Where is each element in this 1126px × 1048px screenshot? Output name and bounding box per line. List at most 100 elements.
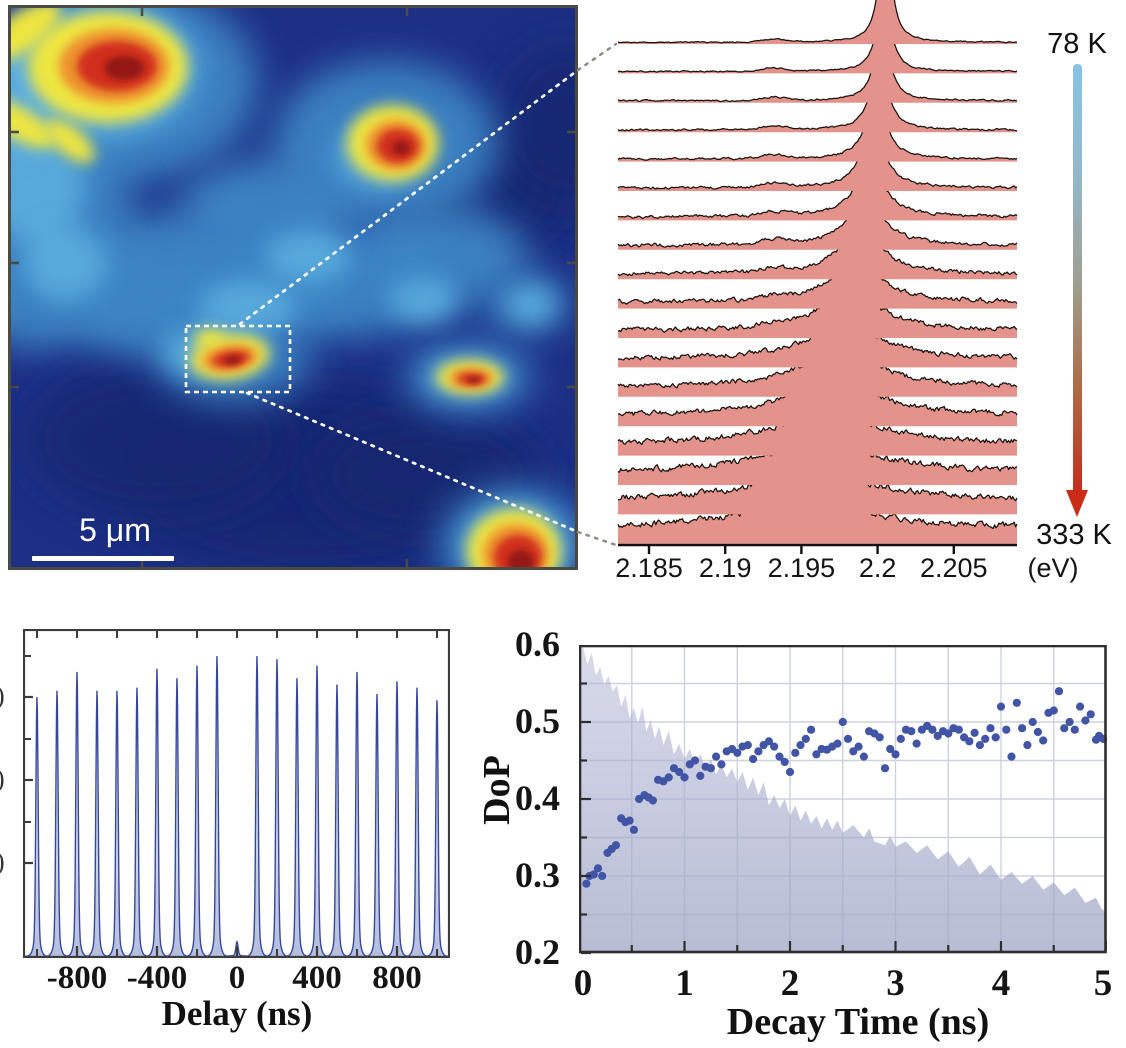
dop-data-point — [1018, 724, 1027, 733]
dop-data-point — [593, 864, 603, 873]
pulse-peak-fill — [87, 690, 107, 956]
scale-bar-label: 5 μm — [79, 512, 151, 548]
pulse-peak-line — [27, 697, 47, 957]
dop-data-point — [1023, 741, 1032, 750]
temperature-gradient-arrow — [1066, 64, 1088, 520]
map-intensity-blob-layer6 — [104, 56, 144, 80]
dop-y-tick-label: 0.3 — [515, 855, 560, 895]
dop-x-axis-title: Decay Time (ns) — [726, 1001, 990, 1043]
dop-y-tick-label: 0.2 — [515, 932, 560, 972]
dop-x-tick-label: 3 — [886, 963, 905, 1004]
dop-data-point — [833, 739, 842, 748]
spectra-x-tick-label: 2.19 — [698, 553, 752, 583]
pulse-x-tick-label: -800 — [46, 960, 108, 996]
temperature-end-label: 333 K — [1036, 519, 1112, 551]
dop-data-point — [796, 741, 805, 750]
pulse-peak-line — [87, 690, 107, 957]
map-intensity-blob-layer3 — [8, 5, 62, 63]
dop-data-point — [891, 750, 900, 759]
spectrum-fill-333K — [618, 500, 1017, 544]
dop-data-point — [944, 729, 953, 738]
dop-data-point — [648, 796, 658, 805]
pulse-peak-line — [167, 678, 187, 957]
dop-data-point — [680, 773, 689, 782]
dop-data-point — [912, 739, 921, 748]
dop-data-point — [812, 750, 821, 759]
spectrum-line-123K — [617, 53, 1018, 132]
dop-data-point — [1049, 706, 1058, 715]
pulse-peak-line — [247, 656, 267, 957]
pulse-peak-fill — [27, 697, 47, 956]
dop-data-point — [706, 764, 716, 773]
dop-x-tick-label: 4 — [991, 963, 1011, 1004]
dop-x-tick-label: 5 — [1093, 963, 1113, 1004]
pulse-peak-fill — [267, 659, 287, 956]
pulse-x-tick-label: -400 — [126, 960, 188, 996]
spectra-x-tick-label: 2.185 — [615, 553, 683, 583]
spectrum-fill-318K — [618, 471, 1017, 515]
pulse-peak-fill — [47, 690, 67, 956]
pulse-peak-line — [67, 671, 87, 957]
decay-envelope-area — [579, 645, 1107, 953]
pulse-peak-line — [287, 678, 307, 957]
dop-data-point — [712, 752, 721, 761]
spectrum-fill-303K — [618, 442, 1017, 485]
spectrum-fill-213K — [618, 260, 1017, 309]
dop-data-point — [933, 731, 942, 741]
map-intensity-blob-layer2 — [266, 231, 350, 283]
pulse-x-axis-title: Delay (ns) — [161, 994, 313, 1033]
pulse-peak-fill — [167, 678, 187, 956]
spectrum-line-78K — [617, 0, 1018, 44]
dop-data-point — [965, 737, 974, 746]
dop-scatter-panel — [579, 645, 1107, 955]
dop-data-point — [754, 747, 763, 756]
spectrum-fill-78K — [618, 0, 1017, 44]
dop-data-point — [629, 825, 639, 834]
dop-data-point — [849, 747, 858, 756]
spectrum-fill-123K — [618, 54, 1017, 133]
pulse-peak-line — [427, 700, 447, 957]
pulse-peak-fill — [407, 687, 427, 956]
spectrum-line-153K — [617, 121, 1018, 190]
dop-data-point — [690, 756, 700, 765]
zoom-connector-line-top — [576, 42, 618, 72]
pulse-peak-fill — [427, 700, 447, 956]
dop-data-point — [1002, 725, 1011, 734]
pulse-x-tick-label: 800 — [372, 960, 422, 996]
dop-data-point — [880, 764, 890, 773]
dop-data-point — [1028, 717, 1037, 727]
pulse-peak-line — [347, 671, 367, 957]
spectrum-line-228K — [617, 290, 1018, 333]
pulse-peak-line — [127, 687, 147, 957]
dop-data-point — [625, 816, 634, 825]
spectra-x-tick-label: 2.195 — [767, 553, 836, 583]
dop-data-point — [1065, 717, 1074, 727]
temperature-start-label: 78 K — [1047, 28, 1107, 60]
dop-data-point — [1054, 687, 1064, 696]
pulse-peak-fill — [207, 656, 227, 956]
map-intensity-blob-layer6 — [508, 550, 534, 570]
pulse-x-tick-label: 0 — [228, 960, 246, 996]
spectrum-fill-273K — [618, 380, 1017, 427]
pulse-peak-fill — [307, 665, 327, 956]
dop-data-point — [717, 760, 726, 769]
dop-data-point — [1076, 702, 1085, 711]
pl-map-panel — [8, 5, 578, 570]
pulse-peak-line — [407, 687, 427, 957]
dop-data-point — [991, 733, 1000, 742]
dop-x-tick-label: 2 — [780, 963, 800, 1004]
map-intensity-blob-layer0 — [28, 365, 288, 515]
map-intensity-blob-layer3 — [45, 118, 95, 164]
dop-x-tick-label: 1 — [675, 963, 694, 1004]
pulse-peak-line — [367, 693, 387, 957]
pulse-peak-line — [267, 659, 287, 957]
dop-x-tick-label: 0 — [573, 963, 593, 1004]
spectrum-fill-288K — [618, 411, 1017, 456]
dop-data-point — [907, 727, 916, 736]
pulse-peak-fill — [287, 678, 307, 956]
pulse-x-tick-label: 400 — [292, 960, 342, 996]
spectrum-line-168K — [617, 158, 1018, 220]
pulse-peak-fill — [387, 681, 407, 956]
spectrum-fill-108K — [618, 22, 1017, 103]
spectra-x-tick-label: 2.205 — [920, 553, 988, 583]
